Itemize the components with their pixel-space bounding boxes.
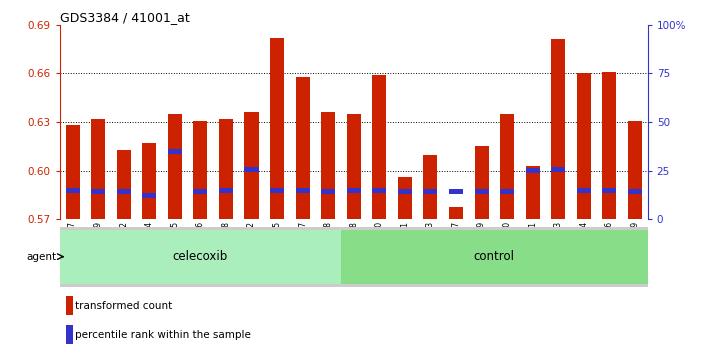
- Bar: [628, 189, 642, 194]
- Bar: [65, 325, 73, 344]
- Bar: [474, 147, 489, 219]
- Bar: [117, 189, 131, 194]
- Bar: [347, 188, 360, 193]
- Bar: [526, 166, 540, 219]
- Bar: [526, 169, 540, 173]
- Bar: [244, 167, 258, 172]
- Text: celecoxib: celecoxib: [172, 250, 228, 263]
- Bar: [117, 150, 131, 219]
- Bar: [500, 114, 514, 219]
- Bar: [603, 188, 617, 193]
- Bar: [65, 296, 73, 315]
- Bar: [347, 114, 360, 219]
- Bar: [142, 143, 156, 219]
- Bar: [65, 125, 80, 219]
- Bar: [577, 73, 591, 219]
- Text: percentile rank within the sample: percentile rank within the sample: [75, 330, 251, 339]
- Bar: [244, 112, 258, 219]
- Bar: [142, 193, 156, 198]
- Text: agent: agent: [27, 252, 57, 262]
- Bar: [91, 189, 105, 194]
- Text: control: control: [474, 250, 515, 263]
- Bar: [270, 188, 284, 193]
- Bar: [341, 230, 648, 284]
- Bar: [168, 114, 182, 219]
- Bar: [372, 75, 386, 219]
- Text: transformed count: transformed count: [75, 301, 172, 311]
- Bar: [474, 189, 489, 194]
- Bar: [372, 188, 386, 193]
- Bar: [423, 189, 437, 194]
- Bar: [168, 149, 182, 154]
- Bar: [321, 189, 335, 194]
- Bar: [65, 188, 80, 193]
- Bar: [449, 206, 463, 219]
- Bar: [219, 119, 233, 219]
- Bar: [500, 189, 514, 194]
- Bar: [270, 38, 284, 219]
- Bar: [603, 72, 617, 219]
- Bar: [628, 120, 642, 219]
- Bar: [60, 230, 341, 284]
- Bar: [219, 188, 233, 193]
- Bar: [296, 77, 310, 219]
- Bar: [423, 155, 437, 219]
- Bar: [551, 39, 565, 219]
- Text: GDS3384 / 41001_at: GDS3384 / 41001_at: [60, 11, 189, 24]
- Bar: [449, 189, 463, 194]
- Bar: [577, 188, 591, 193]
- Bar: [296, 188, 310, 193]
- Bar: [194, 120, 208, 219]
- Bar: [398, 189, 412, 194]
- Bar: [194, 189, 208, 194]
- Bar: [398, 177, 412, 219]
- Bar: [91, 119, 105, 219]
- Bar: [551, 167, 565, 172]
- Bar: [321, 112, 335, 219]
